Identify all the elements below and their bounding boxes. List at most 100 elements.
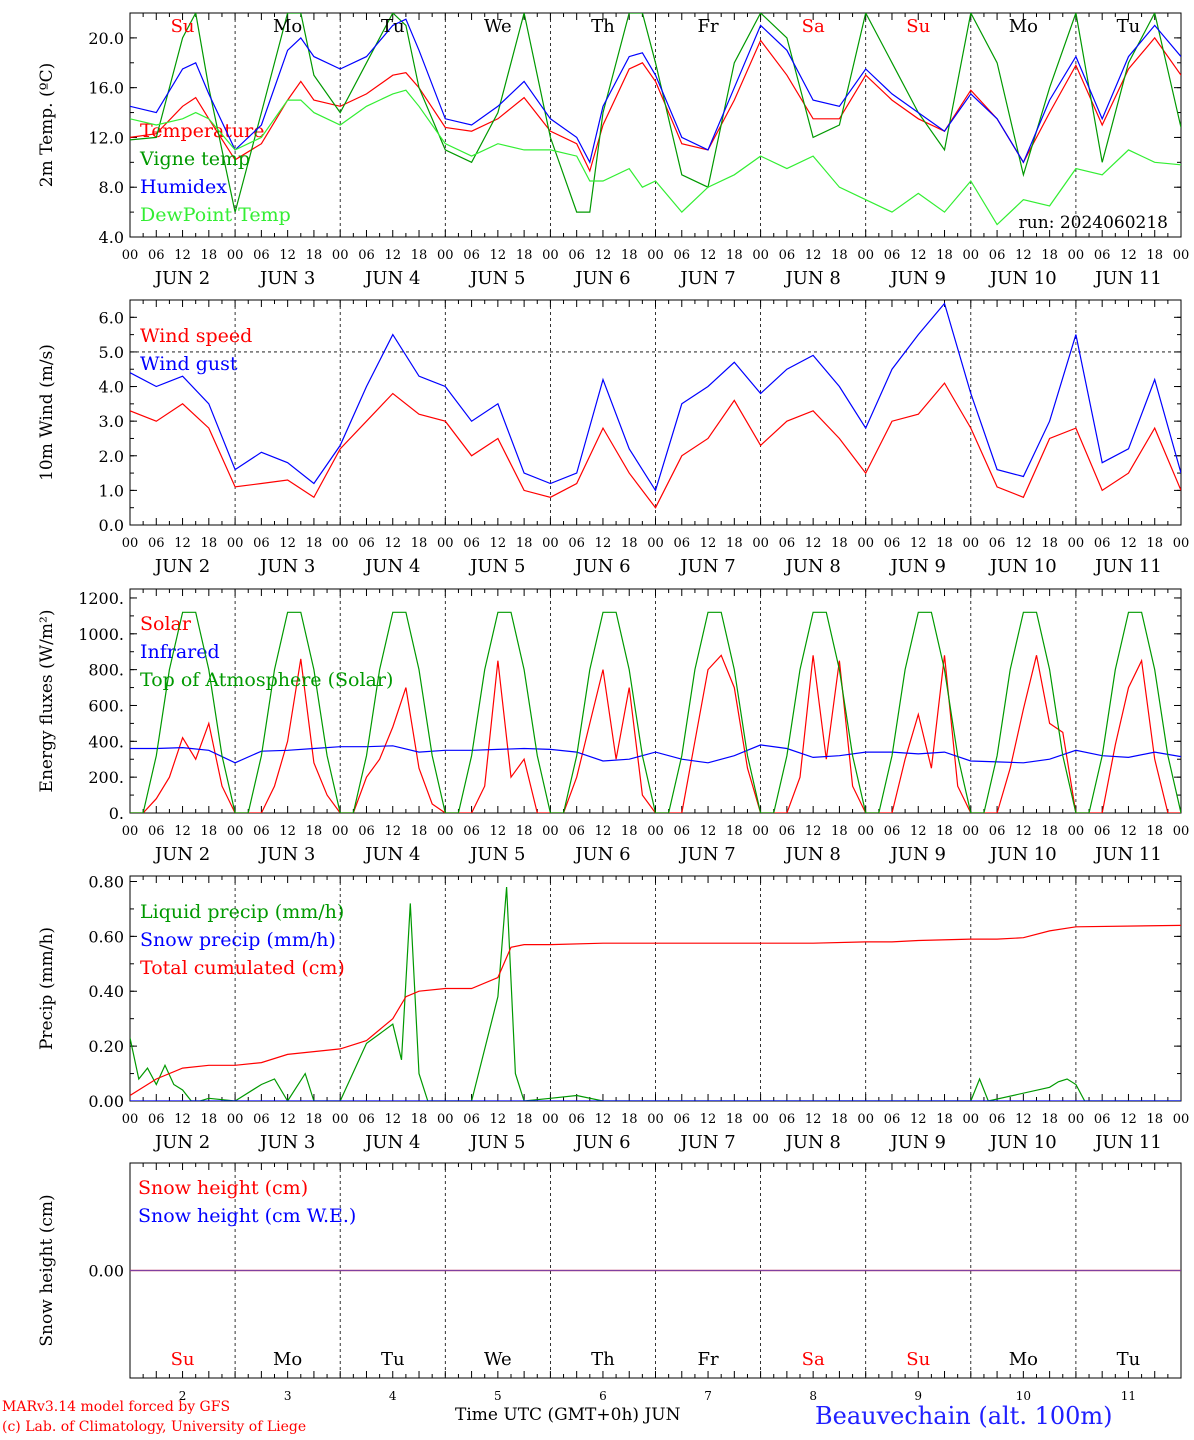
- hour-tick-label: 00: [963, 1112, 980, 1127]
- date-label: JUN 9: [889, 268, 946, 289]
- hour-tick-label: 06: [674, 1112, 691, 1127]
- y-tick-label: 1200.: [78, 589, 124, 608]
- hour-tick-label: 18: [831, 248, 848, 263]
- date-label: JUN 7: [678, 556, 735, 577]
- hour-tick-label: 06: [253, 248, 270, 263]
- hour-tick-label: 12: [805, 248, 822, 263]
- run-label: run: 2024060218: [1019, 213, 1168, 233]
- y-tick-label: 16.0: [88, 79, 124, 98]
- legend-entry: Snow height (cm): [138, 1177, 308, 1199]
- hour-tick-label: 18: [201, 536, 218, 551]
- date-label: JUN 5: [468, 1132, 525, 1153]
- y-axis-label: Energy fluxes (W/m²): [37, 610, 57, 793]
- hour-tick-label: 18: [621, 824, 638, 839]
- y-tick-label: 20.0: [88, 29, 124, 48]
- hour-tick-label: 18: [1146, 824, 1163, 839]
- hour-tick-label: 18: [411, 248, 428, 263]
- panel-2: 0.0 1.0 2.0 3.0 4.0 5.0 6.0 10m Wind (m/s) Wind …: [37, 299, 1190, 577]
- hour-tick-label: 00: [332, 1112, 349, 1127]
- hour-tick-label: 06: [568, 536, 585, 551]
- hour-tick-label: 12: [174, 824, 191, 839]
- hour-tick-label: 06: [989, 824, 1006, 839]
- hour-tick-label: 18: [1146, 536, 1163, 551]
- hour-tick-label: 06: [463, 536, 480, 551]
- panel-5: 0.00 Snow height (cm) Snow height (cm) Snow…: [37, 1162, 1182, 1403]
- hour-tick-label: 12: [279, 248, 296, 263]
- hour-tick-label: 18: [936, 824, 953, 839]
- hour-tick-label: 06: [779, 536, 796, 551]
- hour-tick-label: 18: [516, 248, 533, 263]
- hour-tick-label: 18: [621, 536, 638, 551]
- y-tick-label: 3.0: [99, 412, 124, 431]
- hour-tick-label: 06: [463, 824, 480, 839]
- hour-tick-label: 00: [963, 248, 980, 263]
- hour-tick-label: 18: [831, 824, 848, 839]
- y-tick-label: 0.80: [88, 872, 124, 891]
- hour-tick-label: 06: [148, 248, 165, 263]
- hour-tick-label: 12: [279, 536, 296, 551]
- hour-tick-label: 00: [437, 536, 454, 551]
- y-tick-label: 0.: [109, 804, 124, 823]
- hour-tick-label: 12: [1015, 248, 1032, 263]
- hour-tick-label: 06: [674, 536, 691, 551]
- hour-tick-label: 06: [989, 248, 1006, 263]
- hour-tick-label: 18: [726, 248, 743, 263]
- hour-tick-label: 00: [227, 536, 244, 551]
- hour-tick-label: 00: [752, 248, 769, 263]
- hour-tick-label: 18: [726, 1112, 743, 1127]
- day-number-label: 10: [1016, 1389, 1031, 1403]
- date-label: JUN 7: [678, 268, 735, 289]
- hour-tick-label: 00: [1068, 824, 1085, 839]
- hour-tick-label: 06: [1094, 824, 1111, 839]
- day-number-label: 3: [284, 1389, 292, 1403]
- hour-tick-label: 12: [595, 1112, 612, 1127]
- hour-tick-label: 12: [910, 248, 927, 263]
- day-name-label: Su: [906, 1349, 930, 1370]
- hour-tick-label: 00: [752, 536, 769, 551]
- y-tick-label: 400.: [88, 732, 124, 751]
- legend-entry: Solar: [140, 613, 192, 635]
- day-name-label: Sa: [802, 1349, 825, 1370]
- hour-tick-label: 12: [805, 824, 822, 839]
- date-label: JUN 4: [363, 268, 420, 289]
- hour-tick-label: 18: [621, 1112, 638, 1127]
- series-line-liquid-precip-mm-h-: [130, 886, 1181, 1101]
- hour-tick-label: 06: [989, 1112, 1006, 1127]
- y-axis-label: 10m Wind (m/s): [37, 344, 57, 481]
- hour-tick-label: 18: [516, 536, 533, 551]
- date-label: JUN 3: [258, 268, 315, 289]
- date-label: JUN 2: [153, 844, 210, 865]
- hour-tick-label: 06: [779, 248, 796, 263]
- legend-entry: Wind gust: [140, 353, 238, 375]
- day-number-label: 6: [599, 1389, 607, 1403]
- hour-tick-label: 18: [936, 1112, 953, 1127]
- hour-tick-label: 00: [542, 1112, 559, 1127]
- hour-tick-label: 00: [647, 824, 664, 839]
- hour-tick-label: 12: [279, 1112, 296, 1127]
- series-line-total-cumulated-cm-: [130, 924, 1181, 1097]
- y-tick-label: 1000.: [78, 625, 124, 644]
- hour-tick-label: 00: [227, 1112, 244, 1127]
- y-tick-label: 800.: [88, 661, 124, 680]
- y-tick-label: 200.: [88, 768, 124, 787]
- hour-tick-label: 00: [1173, 536, 1190, 551]
- date-label: JUN 11: [1093, 844, 1162, 865]
- hour-tick-label: 12: [1015, 824, 1032, 839]
- day-number-label: 5: [494, 1389, 502, 1403]
- hour-tick-label: 18: [306, 1112, 323, 1127]
- date-label: JUN 6: [573, 556, 630, 577]
- series-line-wind-gust: [130, 302, 1181, 492]
- legend-entry: Liquid precip (mm/h): [140, 901, 344, 923]
- hour-tick-label: 06: [358, 536, 375, 551]
- y-tick-label: 600.: [88, 696, 124, 715]
- hour-tick-label: 12: [384, 824, 401, 839]
- series-line-top-of-atmosphere-solar-: [130, 611, 1181, 813]
- hour-tick-label: 00: [1068, 536, 1085, 551]
- hour-tick-label: 12: [1015, 536, 1032, 551]
- date-label: JUN 8: [783, 556, 840, 577]
- date-label: JUN 6: [573, 1132, 630, 1153]
- day-name-label: Tu: [381, 1349, 405, 1370]
- hour-tick-label: 12: [595, 824, 612, 839]
- y-tick-label: 0.00: [88, 1092, 124, 1111]
- hour-tick-label: 00: [122, 1112, 139, 1127]
